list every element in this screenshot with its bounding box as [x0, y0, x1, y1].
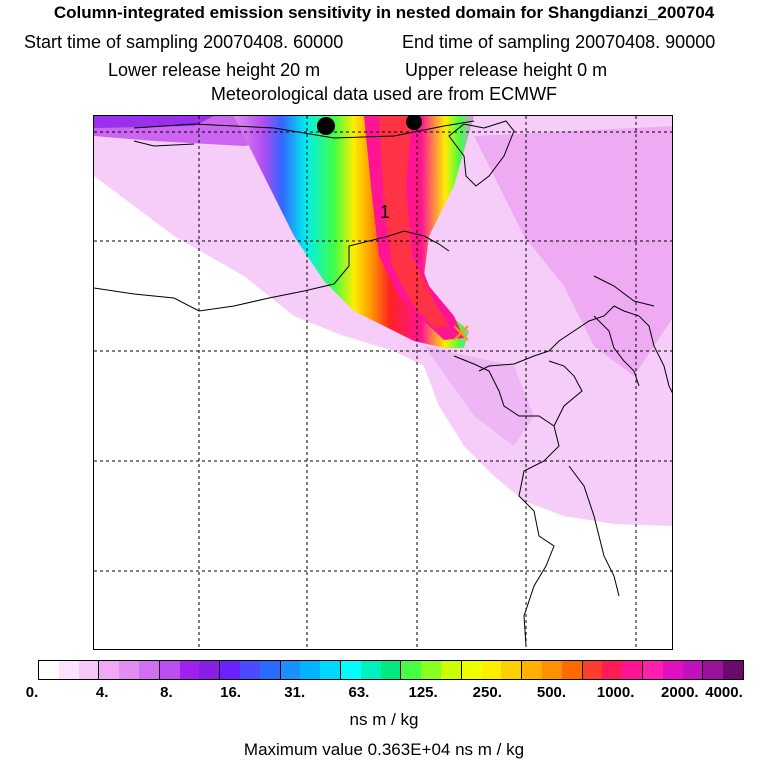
colorbar-segment	[199, 661, 221, 679]
colorbar-segment	[561, 661, 583, 679]
colorbar-segment	[642, 661, 663, 679]
colorbar-segment	[440, 661, 462, 679]
contour-label: 1	[380, 202, 390, 222]
colorbar	[38, 660, 744, 680]
colorbar-tick-label: 16.	[220, 684, 241, 701]
colorbar-segment	[280, 661, 301, 679]
colorbar-tick-label: 250.	[472, 684, 502, 701]
colorbar-tick-label: 0.	[25, 684, 39, 701]
upper-release-label: Upper release height 0 m	[405, 60, 608, 80]
colorbar-segment	[703, 661, 724, 679]
colorbar-tick-label: 4.	[95, 684, 109, 701]
colorbar-tick-label: 4000.	[705, 684, 743, 701]
colorbar-segment	[481, 661, 502, 679]
colorbar-segment	[39, 661, 59, 679]
colorbar-segment	[78, 661, 100, 679]
colorbar-segment	[461, 661, 482, 679]
map-grid	[94, 116, 672, 649]
coastlines	[94, 120, 672, 647]
colorbar-segment	[179, 661, 200, 679]
colorbar-segment	[360, 661, 381, 679]
colorbar-segment	[401, 661, 422, 679]
met-data-label: Meteorological data used are from ECMWF	[210, 84, 558, 104]
colorbar-segment	[159, 661, 180, 679]
trajectory-point-2	[406, 116, 422, 130]
colorbar-tick-label: 125.	[408, 684, 438, 701]
colorbar-tick-label: 63.	[348, 684, 370, 701]
colorbar-segment	[259, 661, 281, 679]
maximum-value-label: Maximum value 0.363E+04 ns m / kg	[243, 740, 525, 759]
plot-title: Column-integrated emission sensitivity i…	[53, 3, 715, 22]
colorbar-segment	[421, 661, 441, 679]
colorbar-segment	[99, 661, 120, 679]
plume-core-inner	[379, 116, 449, 328]
colorbar-units: ns m / kg	[349, 710, 419, 729]
colorbar-segment	[300, 661, 321, 679]
colorbar-tick-label: 31.	[284, 684, 306, 701]
colorbar-segment	[602, 661, 623, 679]
trajectory-point-1	[317, 117, 335, 135]
colorbar-tick-label: 2000.	[661, 684, 699, 701]
sensitivity-map: 1	[93, 115, 673, 650]
colorbar-segment	[380, 661, 402, 679]
map-canvas: 1	[94, 116, 672, 649]
colorbar-segment	[239, 661, 260, 679]
release-site-marker	[453, 325, 469, 341]
colorbar-tick-label: 8.	[160, 684, 173, 701]
colorbar-segment	[582, 661, 603, 679]
colorbar-tick-label: 1000.	[596, 684, 635, 701]
colorbar-segment	[58, 661, 79, 679]
colorbar-segment	[662, 661, 683, 679]
colorbar-segment	[541, 661, 562, 679]
colorbar-segment	[622, 661, 643, 679]
colorbar-tick-label: 500.	[536, 684, 567, 701]
colorbar-segment	[522, 661, 542, 679]
colorbar-segment	[723, 661, 743, 679]
colorbar-segment	[501, 661, 523, 679]
end-time-label: End time of sampling 20070408. 90000	[402, 32, 716, 52]
colorbar-segment	[119, 661, 139, 679]
colorbar-ticks: 0. 4. 8. 16. 31. 63. 125. 250. 500. 1000. 2000. 400…	[0, 684, 768, 704]
colorbar-segment	[340, 661, 361, 679]
colorbar-segment	[220, 661, 240, 679]
colorbar-segment	[138, 661, 160, 679]
colorbar-segment	[320, 661, 341, 679]
colorbar-segment	[682, 661, 704, 679]
lower-release-label: Lower release height 20 m	[108, 60, 321, 80]
start-time-label: Start time of sampling 20070408. 60000	[24, 32, 344, 52]
